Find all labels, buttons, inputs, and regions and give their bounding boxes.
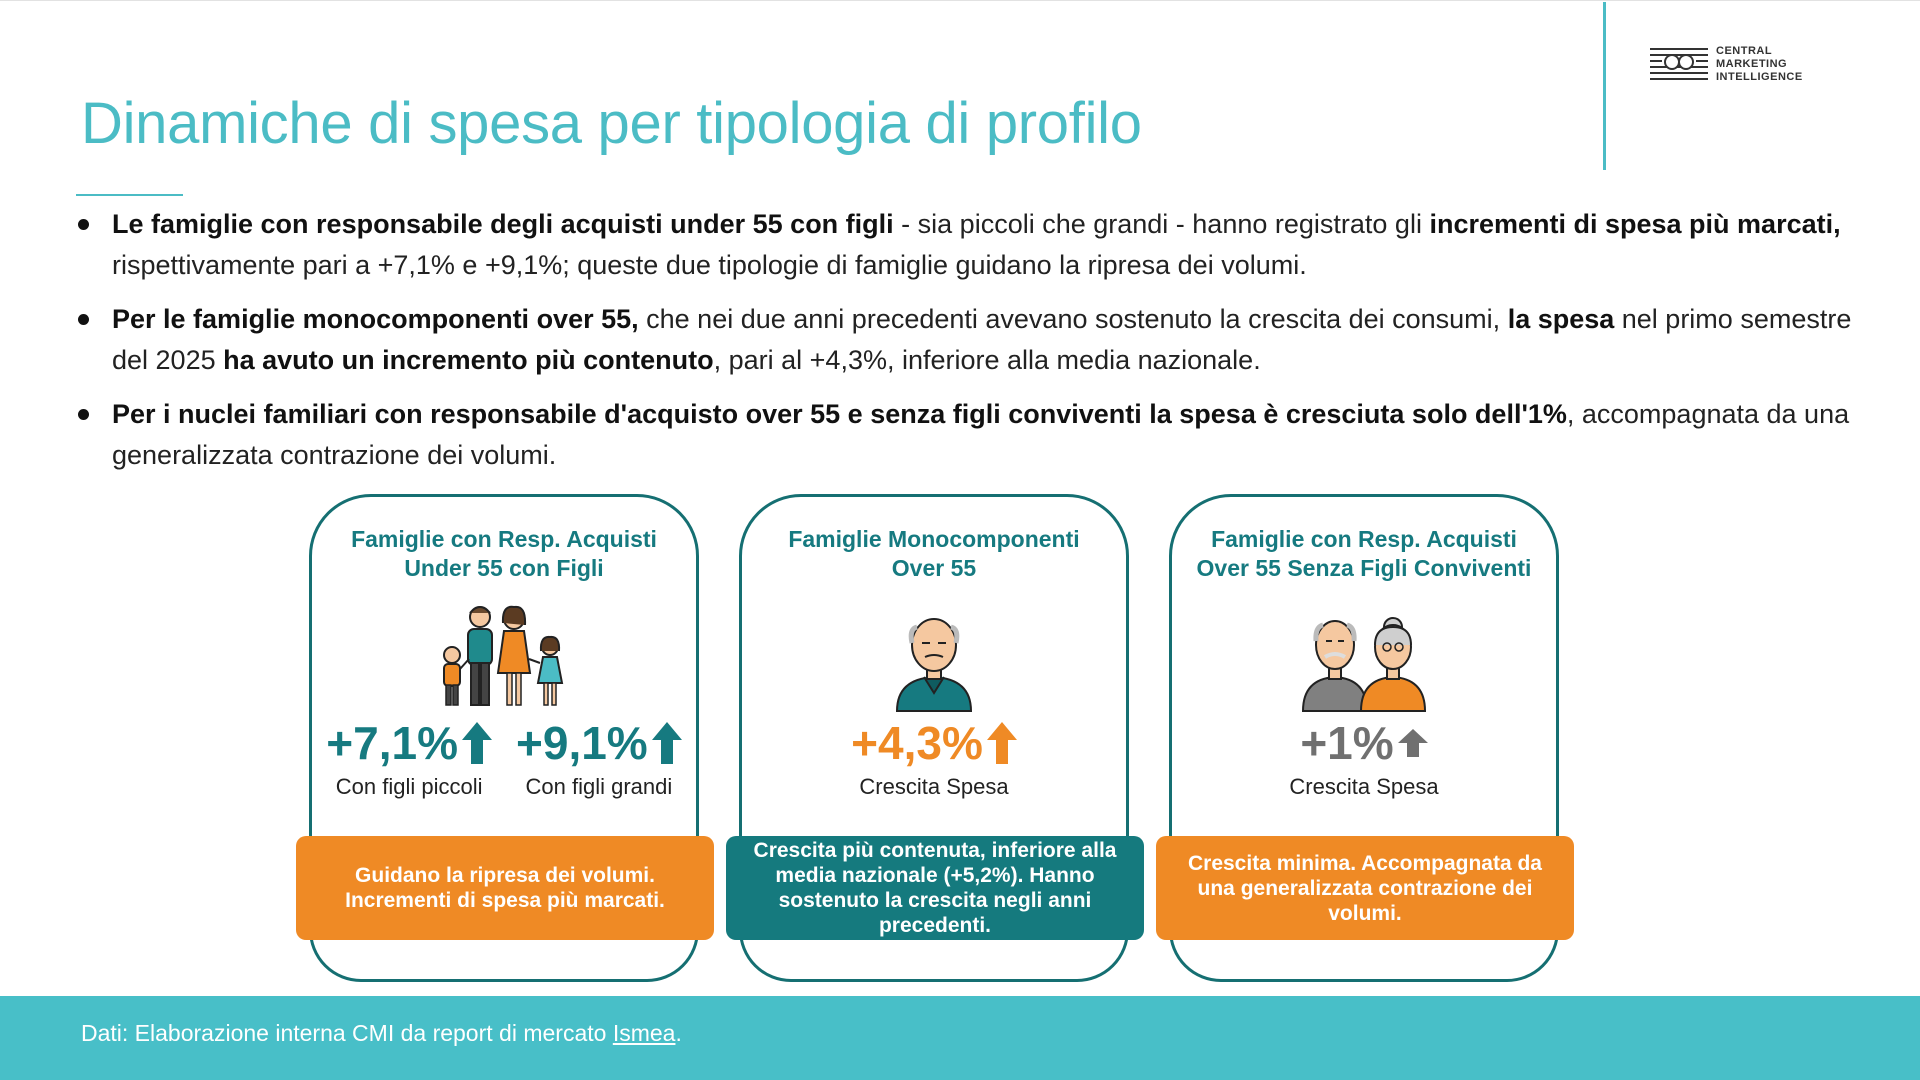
header-divider <box>1603 2 1606 170</box>
card-2-banner: Crescita più contenuta, inferiore alla m… <box>726 836 1144 940</box>
stat-value: +1% <box>1300 717 1394 769</box>
bullet-text: - sia piccoli che grandi - hanno registr… <box>893 209 1430 239</box>
bullet-item: Le famiglie con responsabile degli acqui… <box>76 204 1856 286</box>
card-stats: +4,3% Crescita Spesa <box>742 715 1126 801</box>
footer-source: Dati: Elaborazione interna CMI da report… <box>81 1020 682 1047</box>
footer-suffix: . <box>675 1020 682 1046</box>
card-1-banner: Guidano la ripresa dei volumi. Increment… <box>296 836 714 940</box>
card-title: Famiglie con Resp. Acquisti Under 55 con… <box>312 525 696 583</box>
bullet-item: Per i nuclei familiari con responsabile … <box>76 394 1856 476</box>
stat-value: +4,3% <box>851 717 983 769</box>
stat-label: Con figli piccoli <box>335 774 483 799</box>
family-icon <box>312 593 696 713</box>
stat-label: Crescita Spesa <box>859 774 1009 799</box>
bullet-dot <box>78 409 89 420</box>
bullet-text: nel primo semestre del 2025 <box>112 304 1852 375</box>
stat-label: Crescita Spesa <box>1289 774 1439 799</box>
footer-prefix: Dati: Elaborazione interna CMI da report… <box>81 1020 613 1046</box>
bullet-bold-text: Per le famiglie monocomponenti over 55, <box>112 304 639 334</box>
arrow-up-icon <box>462 722 492 764</box>
card-title-line-1: Famiglie con Resp. Acquisti <box>1211 526 1517 552</box>
stat-value: +9,1% <box>516 717 648 769</box>
elderly-couple-icon <box>1172 593 1556 713</box>
bullet-text: , pari al +4,3%, inferiore alla media na… <box>713 345 1261 375</box>
logo-text: CENTRAL MARKETING INTELLIGENCE <box>1716 45 1803 84</box>
stat-con-figli-piccoli: +7,1% Con figli piccoli <box>326 715 492 801</box>
arrow-up-icon <box>651 722 682 764</box>
card-title-line-2: Over 55 Senza Figli Conviventi <box>1196 555 1532 581</box>
logo-line-1: CENTRAL <box>1716 44 1773 57</box>
bullet-text: che nei due anni precedenti avevano sost… <box>638 304 1508 334</box>
page-title: Dinamiche di spesa per tipologia di prof… <box>81 91 1142 156</box>
arrow-up-icon <box>1397 729 1428 757</box>
bullet-item: Per le famiglie monocomponenti over 55, … <box>76 299 1856 381</box>
card-title: Famiglie Monocomponenti Over 55 <box>742 525 1126 583</box>
bullet-bold-text: incrementi di spesa più marcati, <box>1429 209 1841 239</box>
stat-crescita-spesa: +1% Crescita Spesa <box>1289 715 1438 801</box>
logo-line-2: MARKETING <box>1716 57 1788 70</box>
card-title-line-2: Under 55 con Figli <box>404 555 604 581</box>
arrow-up-icon <box>986 722 1017 764</box>
footer-bar: Dati: Elaborazione interna CMI da report… <box>0 996 1920 1080</box>
card-title: Famiglie con Resp. Acquisti Over 55 Senz… <box>1172 525 1556 583</box>
card-title-line-1: Famiglie con Resp. Acquisti <box>351 526 657 552</box>
card-3-banner: Crescita minima. Accompagnata da una gen… <box>1156 836 1574 940</box>
bullet-bold-text: Per i nuclei familiari con responsabile … <box>112 399 1567 429</box>
card-stats: +1% Crescita Spesa <box>1172 715 1556 801</box>
bullet-dot <box>78 314 89 325</box>
ismea-link[interactable]: Ismea <box>612 1020 676 1046</box>
bullet-bold-text: la spesa <box>1507 304 1615 334</box>
card-stats: +7,1% Con figli piccoli +9,1% Con figli … <box>312 715 696 801</box>
bullet-bold-text: Le famiglie con responsabile degli acqui… <box>112 209 894 239</box>
bullet-bold-text: ha avuto un incremento più contenuto <box>223 345 714 375</box>
cmi-logo: CENTRAL MARKETING INTELLIGENCE <box>1648 44 1803 84</box>
bullet-list: Le famiglie con responsabile degli acqui… <box>76 204 1856 489</box>
card-title-line-2: Over 55 <box>891 555 977 581</box>
title-underline <box>76 194 183 196</box>
stat-con-figli-grandi: +9,1% Con figli grandi <box>516 715 682 801</box>
bullet-text: , accompagnata da una generalizzata cont… <box>112 399 1850 470</box>
stat-value: +7,1% <box>326 717 458 769</box>
logo-line-3: INTELLIGENCE <box>1716 70 1803 83</box>
logo-mark-icon <box>1650 48 1708 80</box>
elderly-man-icon <box>742 593 1126 713</box>
card-title-line-1: Famiglie Monocomponenti <box>788 526 1080 552</box>
bullet-dot <box>78 219 89 230</box>
stat-label: Con figli grandi <box>525 774 673 799</box>
bullet-text: rispettivamente pari a +7,1% e +9,1%; qu… <box>112 250 1307 280</box>
top-border <box>0 0 1920 1</box>
stat-crescita-spesa: +4,3% Crescita Spesa <box>851 715 1017 801</box>
